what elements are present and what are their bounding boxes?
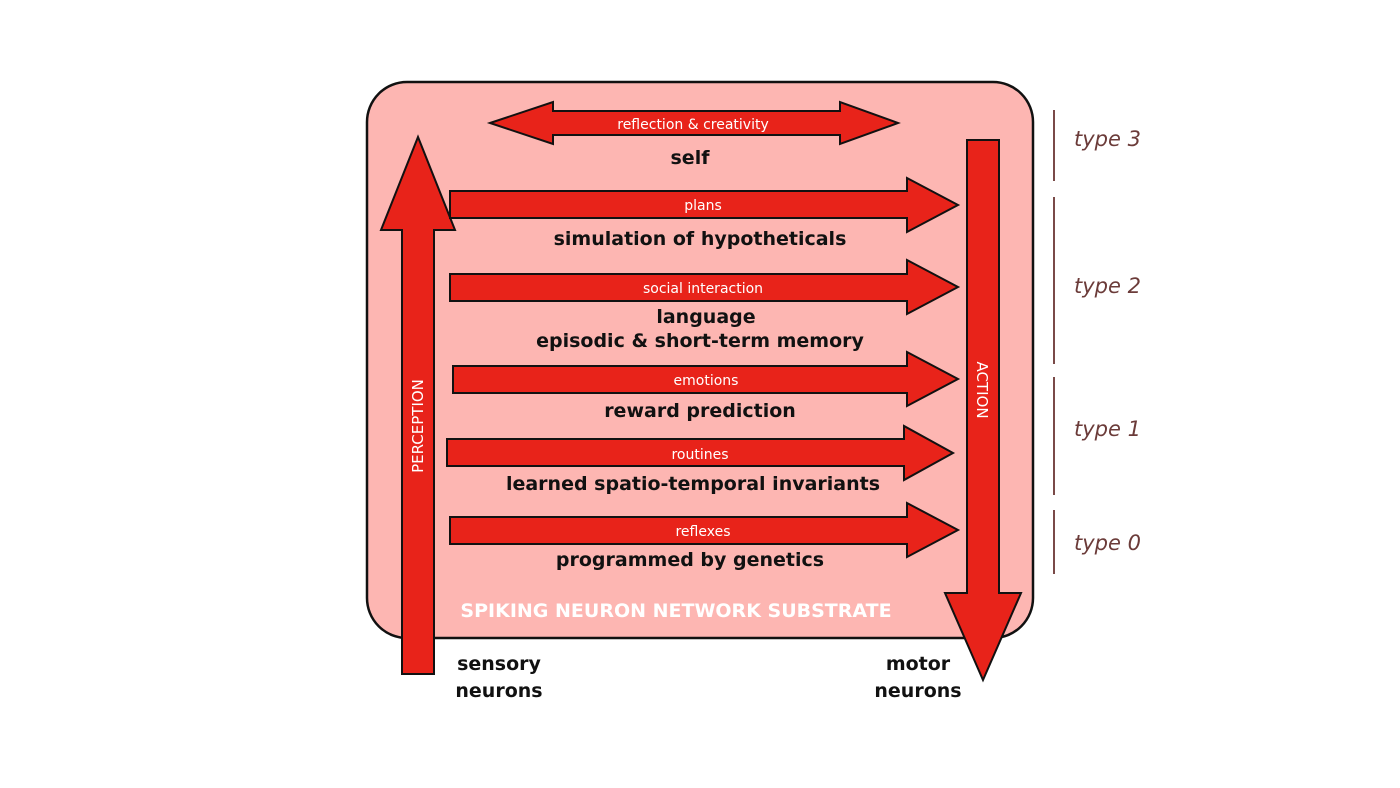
type-0-label: type 0 [1074,531,1141,555]
social-interaction-caption-1: language [656,306,755,328]
type-3-label: type 3 [1074,127,1141,151]
routines-arrow [446,424,956,482]
reflexes-arrow [449,501,961,559]
self-label: self [671,147,711,169]
substrate-label: SPIKING NEURON NETWORK SUBSTRATE [460,600,891,622]
routines-arrow-label: routines [671,447,728,463]
social-interaction-arrow [449,258,961,316]
reflexes-arrow-label: reflexes [675,524,730,540]
social-interaction-arrow-label: social interaction [643,281,763,297]
emotions-arrow [452,350,961,408]
routines-caption: learned spatio-temporal invariants [506,473,880,495]
plans-arrow [449,176,961,234]
reflexes-caption: programmed by genetics [556,549,824,571]
plans-arrow-label: plans [684,198,722,214]
emotions-arrow-label: emotions [674,373,739,389]
perception-arrow [379,134,457,675]
perception-label: PERCEPTION [409,379,427,473]
reflection-double-arrow [486,100,901,146]
type-1-label: type 1 [1074,417,1141,441]
plans-caption: simulation of hypotheticals [554,228,847,250]
emotions-caption: reward prediction [604,400,796,422]
reflection-label: reflection & creativity [617,117,769,133]
sensory-neurons-line-1: sensory [457,653,541,675]
action-label: ACTION [973,361,991,418]
action-arrow [943,139,1023,683]
substrate-box [365,80,1035,640]
social-interaction-caption-2: episodic & short-term memory [536,330,864,352]
motor-neurons-line-1: motor [886,653,951,675]
motor-neurons-line-2: neurons [874,680,961,702]
sensory-neurons-line-2: neurons [455,680,542,702]
type-2-label: type 2 [1074,274,1141,298]
